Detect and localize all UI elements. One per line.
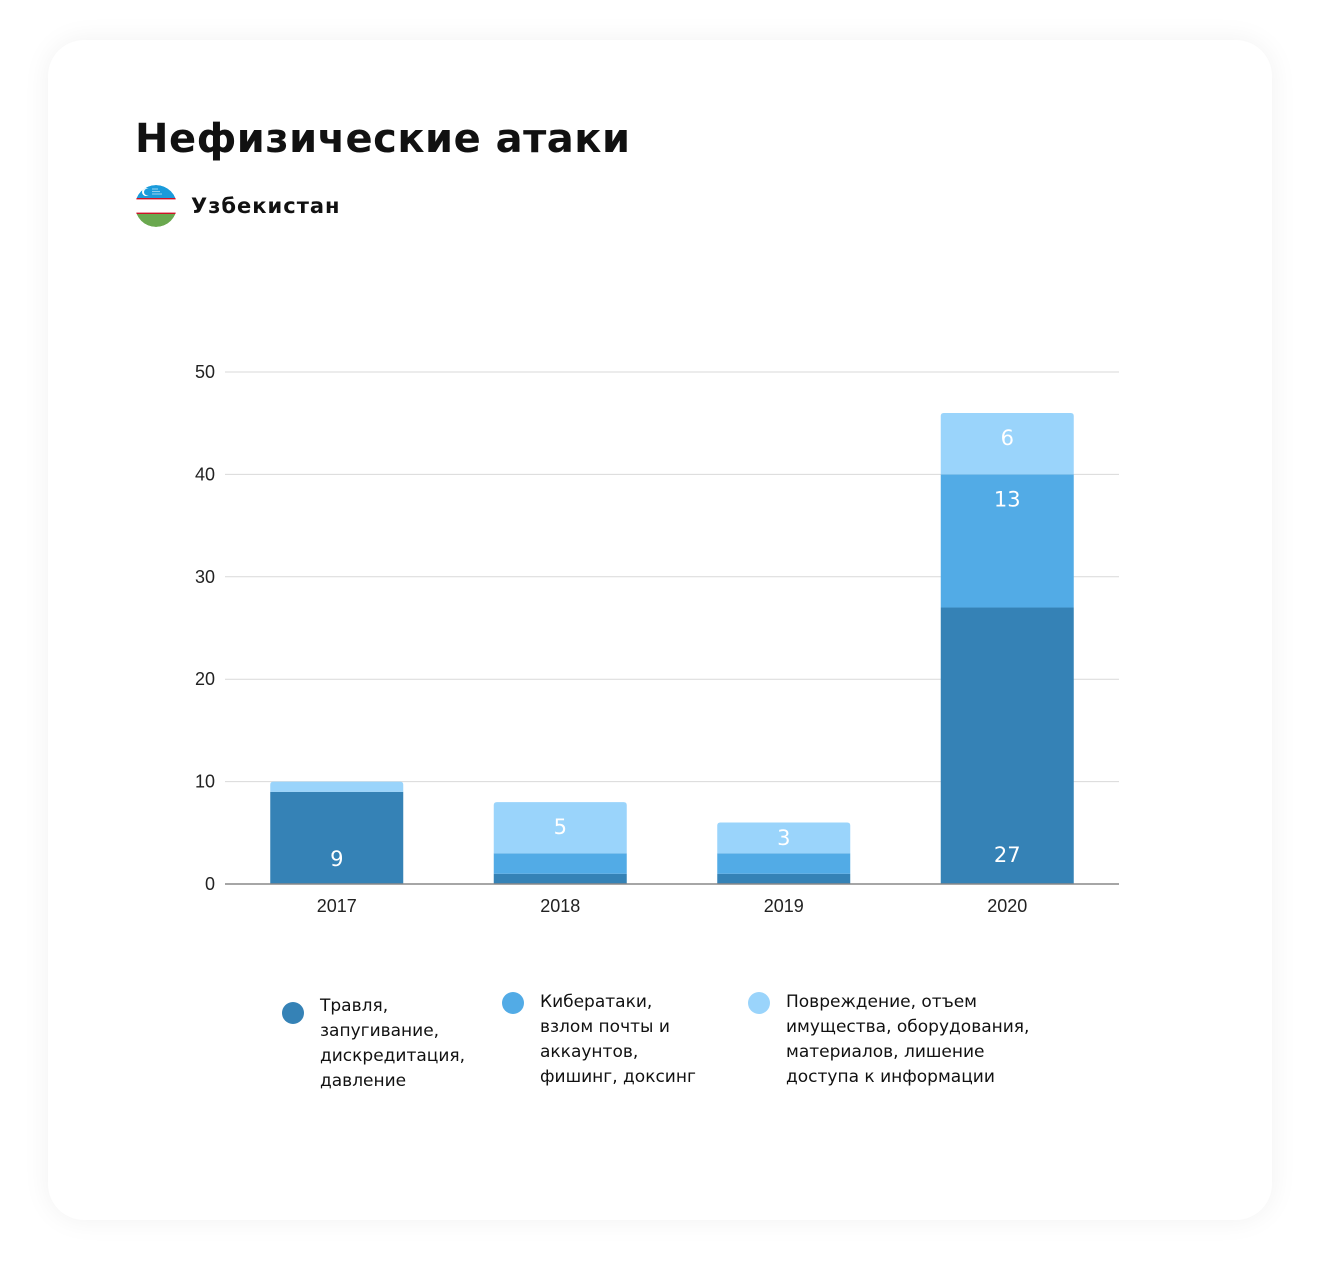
bar-segment bbox=[493, 853, 627, 874]
y-tick-label: 30 bbox=[195, 567, 215, 587]
legend-swatch bbox=[502, 992, 524, 1014]
bar-segment bbox=[940, 474, 1074, 608]
y-tick-label: 20 bbox=[195, 669, 215, 689]
bar-segment bbox=[493, 873, 627, 884]
data-label: 5 bbox=[554, 815, 567, 839]
country-row: Узбекистан bbox=[135, 185, 341, 227]
y-tick-label: 40 bbox=[195, 464, 215, 484]
legend-item: Травля, запугивание, дискредитация, давл… bbox=[282, 994, 465, 1094]
data-label: 27 bbox=[994, 843, 1021, 867]
data-label: 13 bbox=[994, 487, 1021, 511]
stacked-bar-chart: 0 10 20 30 40 50 2017 2018 2019 2020 9 5 3 27 13 6 bbox=[195, 362, 1119, 916]
bar-segment bbox=[270, 781, 404, 792]
bar-segment bbox=[717, 873, 851, 884]
x-tick-label: 2018 bbox=[540, 896, 580, 916]
x-tick-label: 2019 bbox=[764, 896, 804, 916]
bar-segment bbox=[493, 802, 627, 854]
country-name: Узбекистан bbox=[191, 194, 341, 218]
legend-item: Кибератаки, взлом почты и аккаунтов, фиш… bbox=[502, 990, 696, 1090]
bar-segment bbox=[940, 607, 1074, 884]
bar-segment bbox=[270, 791, 404, 884]
bar-segment bbox=[940, 412, 1074, 475]
legend-item: Повреждение, отъем имущества, оборудован… bbox=[748, 990, 1029, 1090]
legend-label: Повреждение, отъем имущества, оборудован… bbox=[786, 992, 1030, 1087]
bar-segment bbox=[717, 822, 851, 854]
legend-label: Травля, запугивание, дискредитация, давл… bbox=[320, 996, 466, 1091]
chart-title: Нефизические атаки bbox=[135, 116, 631, 162]
data-label: 6 bbox=[1001, 426, 1014, 450]
legend-swatch bbox=[282, 1002, 304, 1024]
y-tick-label: 50 bbox=[195, 362, 215, 382]
x-tick-label: 2020 bbox=[987, 896, 1027, 916]
y-tick-label: 10 bbox=[195, 772, 215, 792]
uzbekistan-flag-icon bbox=[135, 185, 177, 227]
data-label: 9 bbox=[330, 847, 343, 871]
x-tick-label: 2017 bbox=[317, 896, 357, 916]
data-label: 3 bbox=[777, 826, 790, 850]
bar-segment bbox=[717, 853, 851, 874]
legend-swatch bbox=[748, 992, 770, 1014]
y-tick-label: 0 bbox=[205, 874, 215, 894]
legend-label: Кибератаки, взлом почты и аккаунтов, фиш… bbox=[540, 992, 696, 1087]
